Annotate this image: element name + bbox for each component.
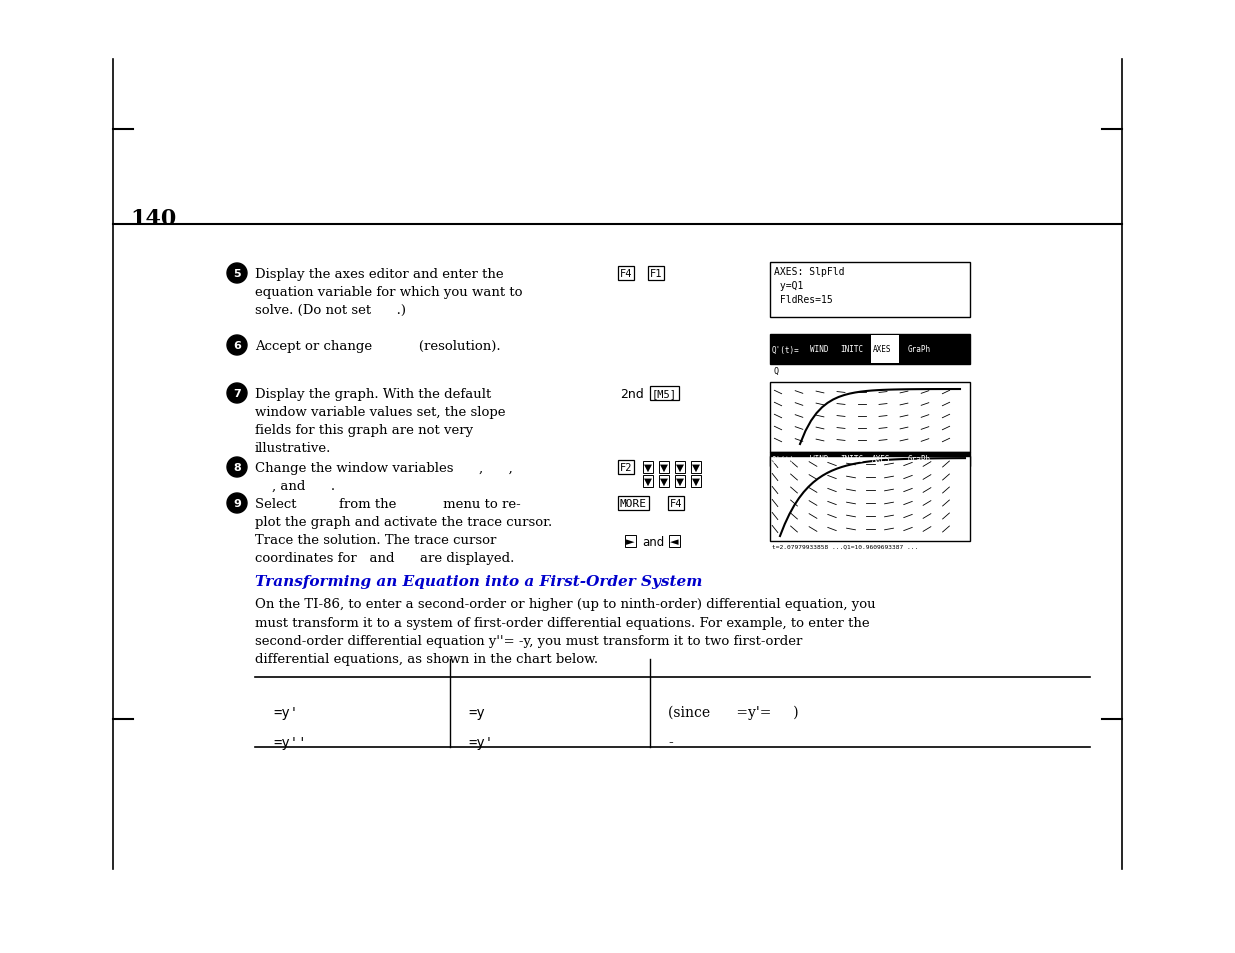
Bar: [871, 335, 899, 364]
Text: F4: F4: [671, 498, 683, 509]
Text: (since      =y'=     ): (since =y'= ): [668, 705, 799, 720]
Text: Q: Q: [774, 367, 779, 375]
Text: ▼: ▼: [692, 462, 700, 473]
Bar: [769, 382, 969, 453]
Circle shape: [227, 457, 247, 477]
Text: =y': =y': [273, 705, 298, 720]
Text: Accept or change           (resolution).: Accept or change (resolution).: [254, 339, 500, 353]
Text: AXES: AXES: [872, 455, 890, 464]
Text: ▼: ▼: [692, 476, 700, 486]
Text: Transforming an Equation into a First-Order System: Transforming an Equation into a First-Or…: [254, 575, 703, 588]
Text: ►: ►: [626, 537, 635, 546]
Text: INITC: INITC: [840, 345, 863, 355]
Text: 2nd: 2nd: [620, 387, 643, 400]
Text: FldRes=15: FldRes=15: [774, 294, 832, 305]
Text: ▼: ▼: [659, 462, 668, 473]
Bar: [769, 263, 969, 317]
Text: =y': =y': [468, 735, 493, 749]
Text: 6: 6: [233, 340, 241, 351]
Bar: [769, 335, 969, 365]
Text: 7: 7: [233, 389, 241, 398]
Text: MORE: MORE: [620, 498, 647, 509]
Text: ▼: ▼: [643, 476, 652, 486]
Text: AXES: SlpFld: AXES: SlpFld: [774, 267, 845, 276]
Text: GraPh: GraPh: [908, 345, 931, 355]
Text: WIND: WIND: [810, 455, 829, 464]
Text: Select          from the           menu to re-
plot the graph and activate the t: Select from the menu to re- plot the gra…: [254, 497, 552, 564]
Text: -: -: [668, 735, 673, 749]
Text: [M5]: [M5]: [652, 389, 677, 398]
Text: On the TI-86, to enter a second-order or higher (up to ninth-order) differential: On the TI-86, to enter a second-order or…: [254, 598, 876, 666]
Text: Change the window variables      ,      ,
    , and      .: Change the window variables , , , and .: [254, 461, 513, 493]
Text: 9: 9: [233, 498, 241, 509]
Text: GraPh: GraPh: [908, 455, 931, 464]
Text: AXES: AXES: [873, 345, 892, 355]
Circle shape: [227, 264, 247, 284]
Text: ◄: ◄: [671, 537, 678, 546]
Text: =y: =y: [468, 705, 485, 720]
Text: F1: F1: [650, 269, 662, 278]
Text: y=Q1: y=Q1: [774, 281, 804, 291]
Text: Display the axes editor and enter the
equation variable for which you want to
so: Display the axes editor and enter the eq…: [254, 268, 522, 316]
Text: and: and: [642, 535, 664, 548]
Text: Q'(t)=: Q'(t)=: [772, 345, 800, 355]
Text: F2: F2: [620, 462, 632, 473]
Circle shape: [227, 335, 247, 355]
Text: Q'(t)=: Q'(t)=: [772, 455, 800, 464]
Circle shape: [227, 384, 247, 403]
Text: ▼: ▼: [659, 476, 668, 486]
Text: F4: F4: [620, 269, 632, 278]
Text: =y'': =y'': [273, 735, 306, 749]
Text: 140: 140: [130, 208, 177, 230]
Bar: [769, 453, 969, 467]
Text: 8: 8: [233, 462, 241, 473]
Text: ▼: ▼: [676, 476, 684, 486]
Bar: [769, 456, 969, 541]
Text: INITC: INITC: [840, 455, 863, 464]
Text: t=2.07979933858 ...Q1=10.9609693387 ...: t=2.07979933858 ...Q1=10.9609693387 ...: [772, 543, 919, 548]
Text: Display the graph. With the default
window variable values set, the slope
fields: Display the graph. With the default wind…: [254, 388, 505, 455]
Text: 5: 5: [233, 269, 241, 278]
Text: WIND: WIND: [810, 345, 829, 355]
Text: ▼: ▼: [643, 462, 652, 473]
Text: ▼: ▼: [676, 462, 684, 473]
Circle shape: [227, 494, 247, 514]
